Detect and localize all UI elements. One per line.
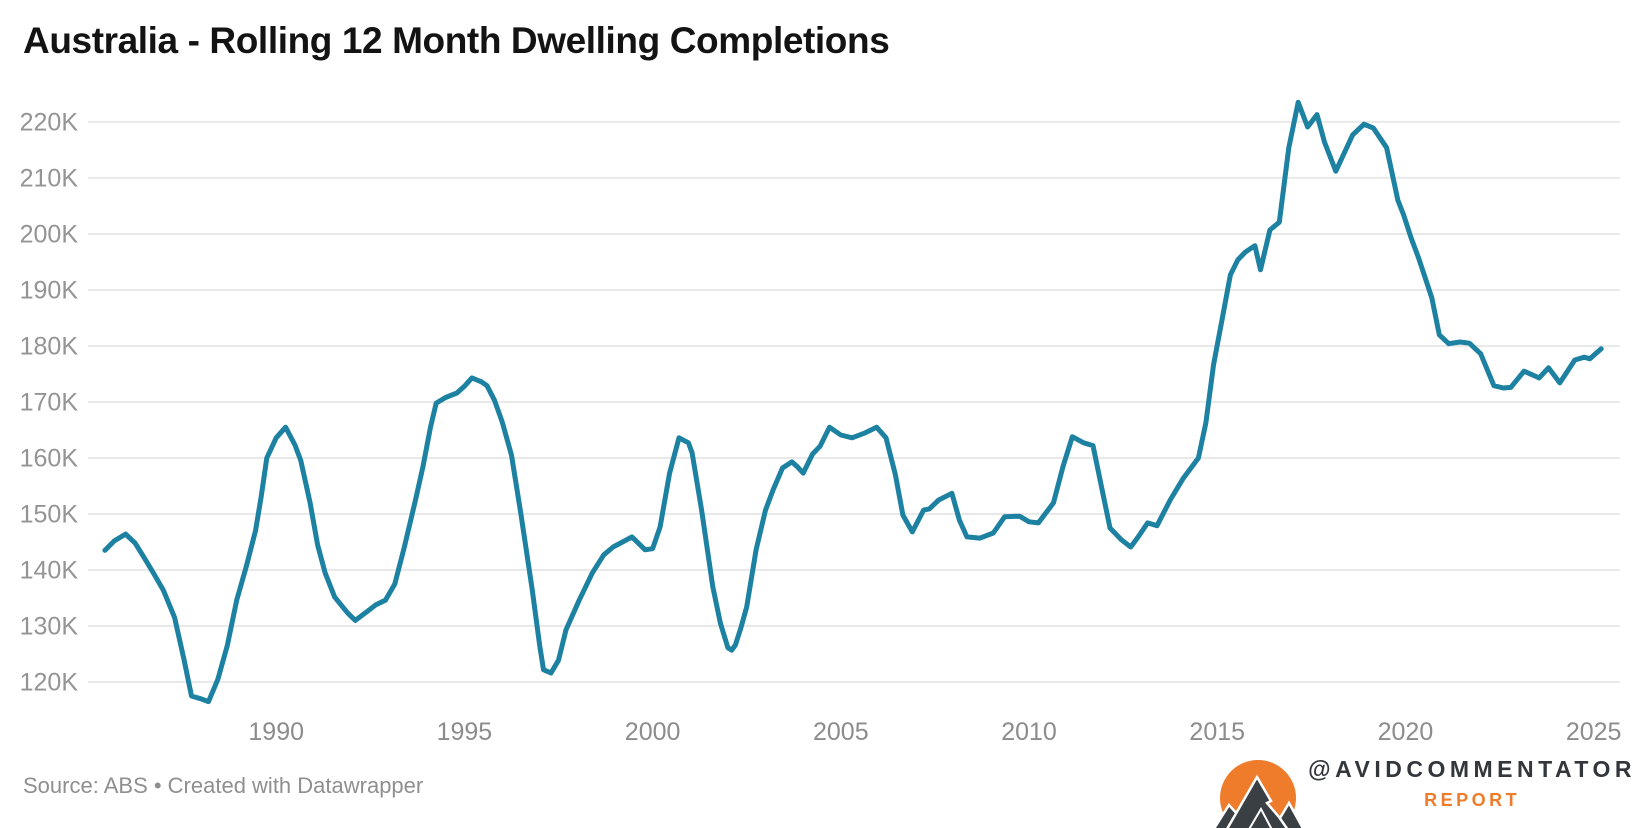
x-tick-label: 2020 xyxy=(1378,718,1434,746)
x-tick-label: 2010 xyxy=(1001,718,1057,746)
x-tick-label: 2000 xyxy=(625,718,681,746)
y-tick-label: 160K xyxy=(20,445,79,473)
y-tick-label: 130K xyxy=(20,613,79,641)
x-tick-label: 2025 xyxy=(1566,718,1622,746)
x-tick-label: 2015 xyxy=(1189,718,1245,746)
brand-handle: @AVIDCOMMENTATOR xyxy=(1308,756,1636,782)
y-tick-label: 210K xyxy=(20,165,79,193)
x-tick-label: 1995 xyxy=(437,718,493,746)
x-tick-label: 1990 xyxy=(248,718,304,746)
y-tick-label: 140K xyxy=(20,557,79,585)
y-tick-label: 200K xyxy=(20,221,79,249)
chart-title: Australia - Rolling 12 Month Dwelling Co… xyxy=(23,20,890,61)
y-tick-label: 150K xyxy=(20,501,79,529)
x-tick-label: 2005 xyxy=(813,718,869,746)
brand-block: @AVIDCOMMENTATOR REPORT xyxy=(1308,756,1636,811)
series-line xyxy=(102,99,1604,705)
brand-report-label: REPORT xyxy=(1424,790,1521,810)
y-tick-label: 190K xyxy=(20,277,79,305)
y-tick-label: 170K xyxy=(20,389,79,417)
y-tick-label: 220K xyxy=(20,109,79,137)
y-tick-label: 120K xyxy=(20,669,79,697)
mountain-sun-logo-icon xyxy=(1205,753,1311,828)
source-note: Source: ABS • Created with Datawrapper xyxy=(23,773,424,798)
y-tick-label: 180K xyxy=(20,333,79,361)
